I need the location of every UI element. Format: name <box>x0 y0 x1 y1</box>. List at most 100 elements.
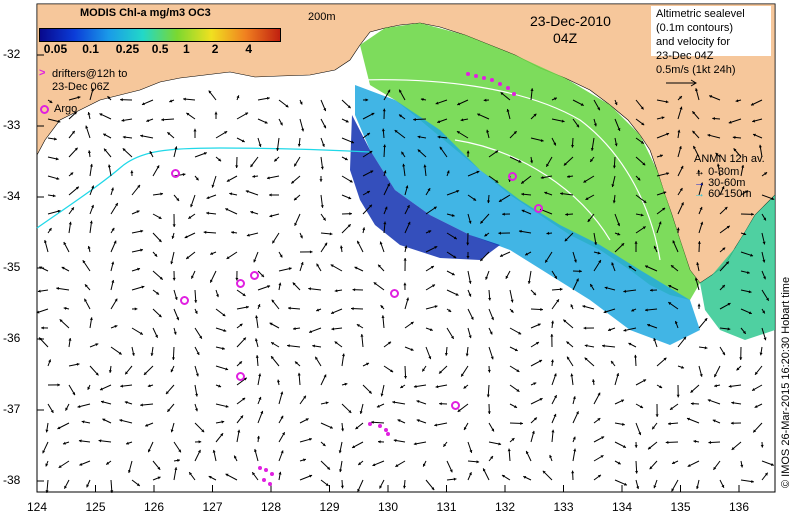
velocity-arrow-head <box>294 163 297 167</box>
velocity-arrow-head <box>617 461 621 465</box>
velocity-arrow-head <box>623 482 627 486</box>
velocity-arrow-head <box>658 221 662 225</box>
velocity-arrow-head <box>628 342 632 346</box>
velocity-arrow-head <box>430 266 434 269</box>
velocity-arrow-head <box>323 374 327 378</box>
velocity-arrow-head <box>434 423 438 427</box>
velocity-arrow-head <box>300 262 304 265</box>
velocity-arrow-head <box>679 187 683 191</box>
velocity-arrow-head <box>351 307 354 311</box>
velocity-arrow-head <box>75 186 79 190</box>
velocity-arrow-head <box>634 445 638 448</box>
velocity-arrow-head <box>158 239 162 242</box>
velocity-arrow-head <box>491 428 494 432</box>
velocity-arrow-head <box>692 111 696 115</box>
velocity-arrow-head <box>119 418 123 422</box>
velocity-arrow-head <box>739 357 743 360</box>
drifter-marker <box>258 466 262 470</box>
velocity-arrow-head <box>124 401 128 404</box>
velocity-arrow-head <box>753 133 757 137</box>
velocity-arrow-head <box>140 403 143 407</box>
velocity-arrow-head <box>468 280 472 284</box>
velocity-arrow-head <box>722 352 725 356</box>
velocity-arrow-head <box>401 151 405 155</box>
colorbar-tick-labels: 0.05 0.1 0.25 0.5 1 2 4 <box>39 42 279 56</box>
velocity-arrow-head <box>403 375 408 379</box>
velocity-arrow-head <box>173 331 177 335</box>
velocity-arrow-head <box>141 285 145 289</box>
velocity-arrow-head <box>566 341 570 345</box>
velocity-arrow-head <box>320 205 324 208</box>
velocity-arrow-head <box>261 274 264 278</box>
velocity-arrow-head <box>554 275 557 279</box>
velocity-arrow-head <box>63 306 67 310</box>
velocity-arrow-head <box>360 334 364 337</box>
velocity-arrow-head <box>285 104 289 108</box>
velocity-arrow-head <box>246 305 249 309</box>
velocity-arrow-head <box>77 404 81 408</box>
velocity-arrow-head <box>727 327 731 331</box>
velocity-arrow-head <box>378 264 382 268</box>
velocity-arrow-head <box>87 386 91 390</box>
velocity-arrow-head <box>125 371 129 375</box>
velocity-arrow-head <box>506 109 510 112</box>
velocity-arrow-head <box>510 299 514 303</box>
velocity-arrow-head <box>561 119 565 123</box>
anmn-legend-item: → 60-150m <box>694 188 751 200</box>
colorbar-tick-label: 0.05 <box>43 42 68 56</box>
velocity-arrow-head <box>456 189 460 193</box>
velocity-arrow-head <box>167 408 171 412</box>
velocity-arrow-head <box>240 415 244 419</box>
velocity-arrow-head <box>699 206 703 210</box>
velocity-arrow-head <box>498 231 502 235</box>
velocity-arrow-head <box>252 174 256 178</box>
velocity-arrow-head <box>721 284 725 288</box>
velocity-arrow-head <box>245 112 249 116</box>
velocity-arrow-head <box>288 306 291 310</box>
velocity-arrow-head <box>323 108 327 112</box>
velocity-arrow-head <box>576 124 580 128</box>
velocity-arrow-head <box>645 308 648 312</box>
velocity-arrow-head <box>728 384 732 388</box>
velocity-arrow-head <box>366 132 370 136</box>
velocity-arrow-head <box>89 220 93 224</box>
velocity-arrow-head <box>422 463 426 467</box>
velocity-arrow-head <box>195 408 198 412</box>
velocity-arrow-head <box>225 404 229 408</box>
velocity-arrow-head <box>725 261 729 265</box>
velocity-arrow-head <box>476 460 480 464</box>
velocity-arrow-head <box>453 236 457 240</box>
velocity-arrow-head <box>87 150 91 154</box>
velocity-arrow-head <box>587 218 591 222</box>
velocity-arrow-head <box>622 422 625 426</box>
velocity-arrow-head <box>64 485 67 489</box>
velocity-arrow-head <box>722 247 726 251</box>
velocity-arrow-head <box>186 112 190 116</box>
velocity-arrow-head <box>670 265 674 269</box>
velocity-arrow-head <box>159 276 163 280</box>
depth-contour-label: 200m <box>308 11 336 23</box>
velocity-arrow-head <box>463 385 467 389</box>
velocity-arrow-head <box>370 170 374 174</box>
velocity-arrow-head <box>721 484 725 488</box>
velocity-arrow-head <box>87 112 91 115</box>
velocity-arrow-head <box>514 405 518 408</box>
velocity-arrow-head <box>118 351 122 355</box>
velocity-arrow-head <box>527 281 531 284</box>
velocity-arrow-head <box>533 292 536 296</box>
velocity-arrow-head <box>521 192 524 196</box>
velocity-arrow-head <box>106 461 110 465</box>
velocity-arrow-head <box>545 259 548 263</box>
velocity-arrow-head <box>640 405 644 409</box>
velocity-arrow-head <box>352 288 356 292</box>
velocity-arrow-head <box>551 429 555 433</box>
velocity-arrow-head <box>663 191 667 195</box>
drifters-label-line1: drifters@12h to <box>52 68 128 80</box>
velocity-arrow-head <box>294 197 297 201</box>
velocity-arrow-head <box>59 319 63 323</box>
velocity-arrow-head <box>89 317 93 321</box>
velocity-arrow-head <box>253 259 257 263</box>
velocity-arrow-head <box>611 262 615 266</box>
velocity-arrow-head <box>352 445 356 449</box>
velocity-arrow-head <box>680 165 684 169</box>
